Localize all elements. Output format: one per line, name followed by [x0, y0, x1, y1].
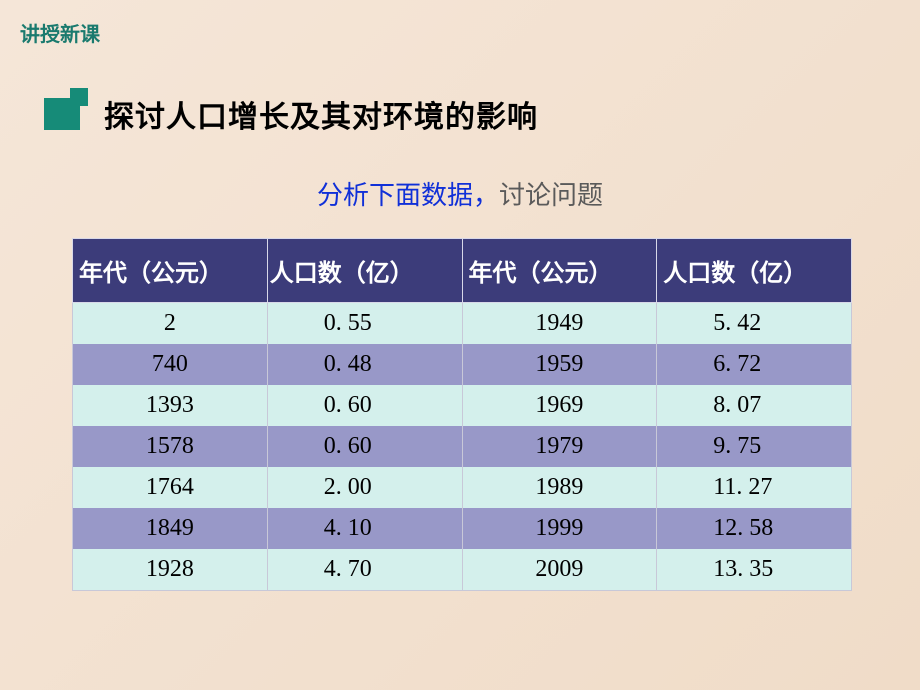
table-row: 1764 2. 00 1989 11. 27 — [73, 467, 852, 508]
cell: 5. 42 — [657, 303, 852, 345]
population-table: 年代（公元） 人口数（亿） 年代（公元） 人口数（亿） 2 0. 55 1949… — [72, 238, 852, 591]
cell: 1979 — [462, 426, 657, 467]
cell: 2 — [73, 303, 268, 345]
cell: 0. 60 — [267, 385, 462, 426]
cell: 4. 10 — [267, 508, 462, 549]
cell: 9. 75 — [657, 426, 852, 467]
table-row: 1393 0. 60 1969 8. 07 — [73, 385, 852, 426]
cell: 6. 72 — [657, 344, 852, 385]
cell: 0. 60 — [267, 426, 462, 467]
subtitle: 分析下面数据，讨论问题 — [0, 175, 920, 212]
cell: 740 — [73, 344, 268, 385]
cell: 1999 — [462, 508, 657, 549]
section-icon — [44, 88, 90, 130]
table-row: 2 0. 55 1949 5. 42 — [73, 303, 852, 345]
table-header-row: 年代（公元） 人口数（亿） 年代（公元） 人口数（亿） — [73, 239, 852, 303]
col-header-year-2: 年代（公元） — [462, 239, 657, 303]
cell: 1764 — [73, 467, 268, 508]
table-row: 1849 4. 10 1999 12. 58 — [73, 508, 852, 549]
cell: 13. 35 — [657, 549, 852, 591]
cell: 1928 — [73, 549, 268, 591]
subtitle-part2: 讨论问题 — [499, 181, 603, 210]
table-row: 740 0. 48 1959 6. 72 — [73, 344, 852, 385]
subtitle-part1: 分析下面数据 — [317, 181, 473, 210]
page-header-label: 讲授新课 — [20, 18, 100, 47]
col-header-pop-1: 人口数（亿） — [267, 239, 462, 303]
cell: 1969 — [462, 385, 657, 426]
section-title: 探讨人口增长及其对环境的影响 — [104, 92, 538, 136]
cell: 2009 — [462, 549, 657, 591]
cell: 12. 58 — [657, 508, 852, 549]
cell: 1393 — [73, 385, 268, 426]
col-header-year-1: 年代（公元） — [73, 239, 268, 303]
cell: 0. 48 — [267, 344, 462, 385]
cell: 1578 — [73, 426, 268, 467]
cell: 8. 07 — [657, 385, 852, 426]
cell: 1849 — [73, 508, 268, 549]
table-row: 1928 4. 70 2009 13. 35 — [73, 549, 852, 591]
subtitle-comma: ， — [473, 181, 499, 210]
cell: 11. 27 — [657, 467, 852, 508]
cell: 0. 55 — [267, 303, 462, 345]
cell: 1959 — [462, 344, 657, 385]
cell: 1949 — [462, 303, 657, 345]
table-row: 1578 0. 60 1979 9. 75 — [73, 426, 852, 467]
col-header-pop-2: 人口数（亿） — [657, 239, 852, 303]
cell: 1989 — [462, 467, 657, 508]
cell: 4. 70 — [267, 549, 462, 591]
cell: 2. 00 — [267, 467, 462, 508]
